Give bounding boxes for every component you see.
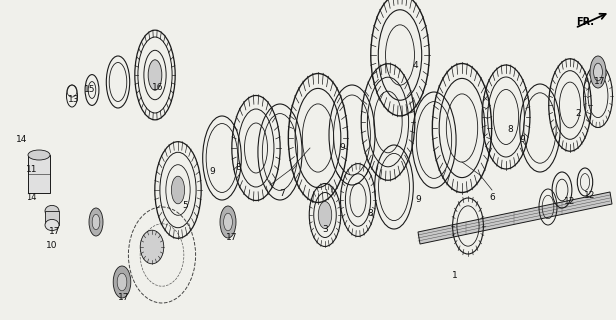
Text: 9: 9: [209, 167, 215, 177]
Text: 1: 1: [452, 270, 458, 279]
Ellipse shape: [220, 206, 236, 238]
Text: 2: 2: [575, 108, 581, 117]
Ellipse shape: [590, 56, 606, 88]
Text: 12: 12: [585, 191, 596, 201]
Ellipse shape: [117, 273, 127, 291]
Ellipse shape: [224, 213, 232, 231]
Ellipse shape: [140, 230, 164, 264]
Text: 17: 17: [49, 228, 61, 236]
Text: 13: 13: [68, 95, 79, 105]
Ellipse shape: [318, 202, 332, 228]
Text: FR.: FR.: [576, 17, 594, 27]
Text: 12: 12: [564, 197, 576, 206]
Text: 3: 3: [322, 226, 328, 235]
Text: 17: 17: [594, 77, 606, 86]
Text: 9: 9: [339, 143, 345, 153]
Text: 8: 8: [367, 209, 373, 218]
Ellipse shape: [594, 63, 602, 81]
Text: 9: 9: [519, 135, 525, 145]
Text: 17: 17: [226, 233, 238, 242]
Bar: [45, 211, 59, 225]
Text: 4: 4: [412, 60, 418, 69]
Text: 8: 8: [235, 163, 241, 172]
Ellipse shape: [113, 266, 131, 298]
Text: 17: 17: [118, 292, 130, 301]
Polygon shape: [418, 192, 612, 244]
Text: 14: 14: [26, 193, 36, 202]
Text: 9: 9: [415, 196, 421, 204]
Text: 8: 8: [507, 125, 513, 134]
Ellipse shape: [171, 176, 185, 204]
Ellipse shape: [45, 220, 59, 231]
Ellipse shape: [92, 214, 100, 230]
Text: 6: 6: [489, 194, 495, 203]
Text: 14: 14: [16, 134, 28, 143]
Text: 11: 11: [26, 164, 38, 173]
Text: 7: 7: [279, 188, 285, 197]
Ellipse shape: [148, 60, 162, 90]
Text: 5: 5: [182, 201, 188, 210]
Ellipse shape: [45, 205, 59, 217]
Ellipse shape: [28, 150, 50, 160]
Ellipse shape: [89, 208, 103, 236]
Text: 10: 10: [46, 241, 58, 250]
Bar: [28, 155, 50, 193]
Text: 16: 16: [152, 83, 164, 92]
Text: 15: 15: [84, 85, 95, 94]
